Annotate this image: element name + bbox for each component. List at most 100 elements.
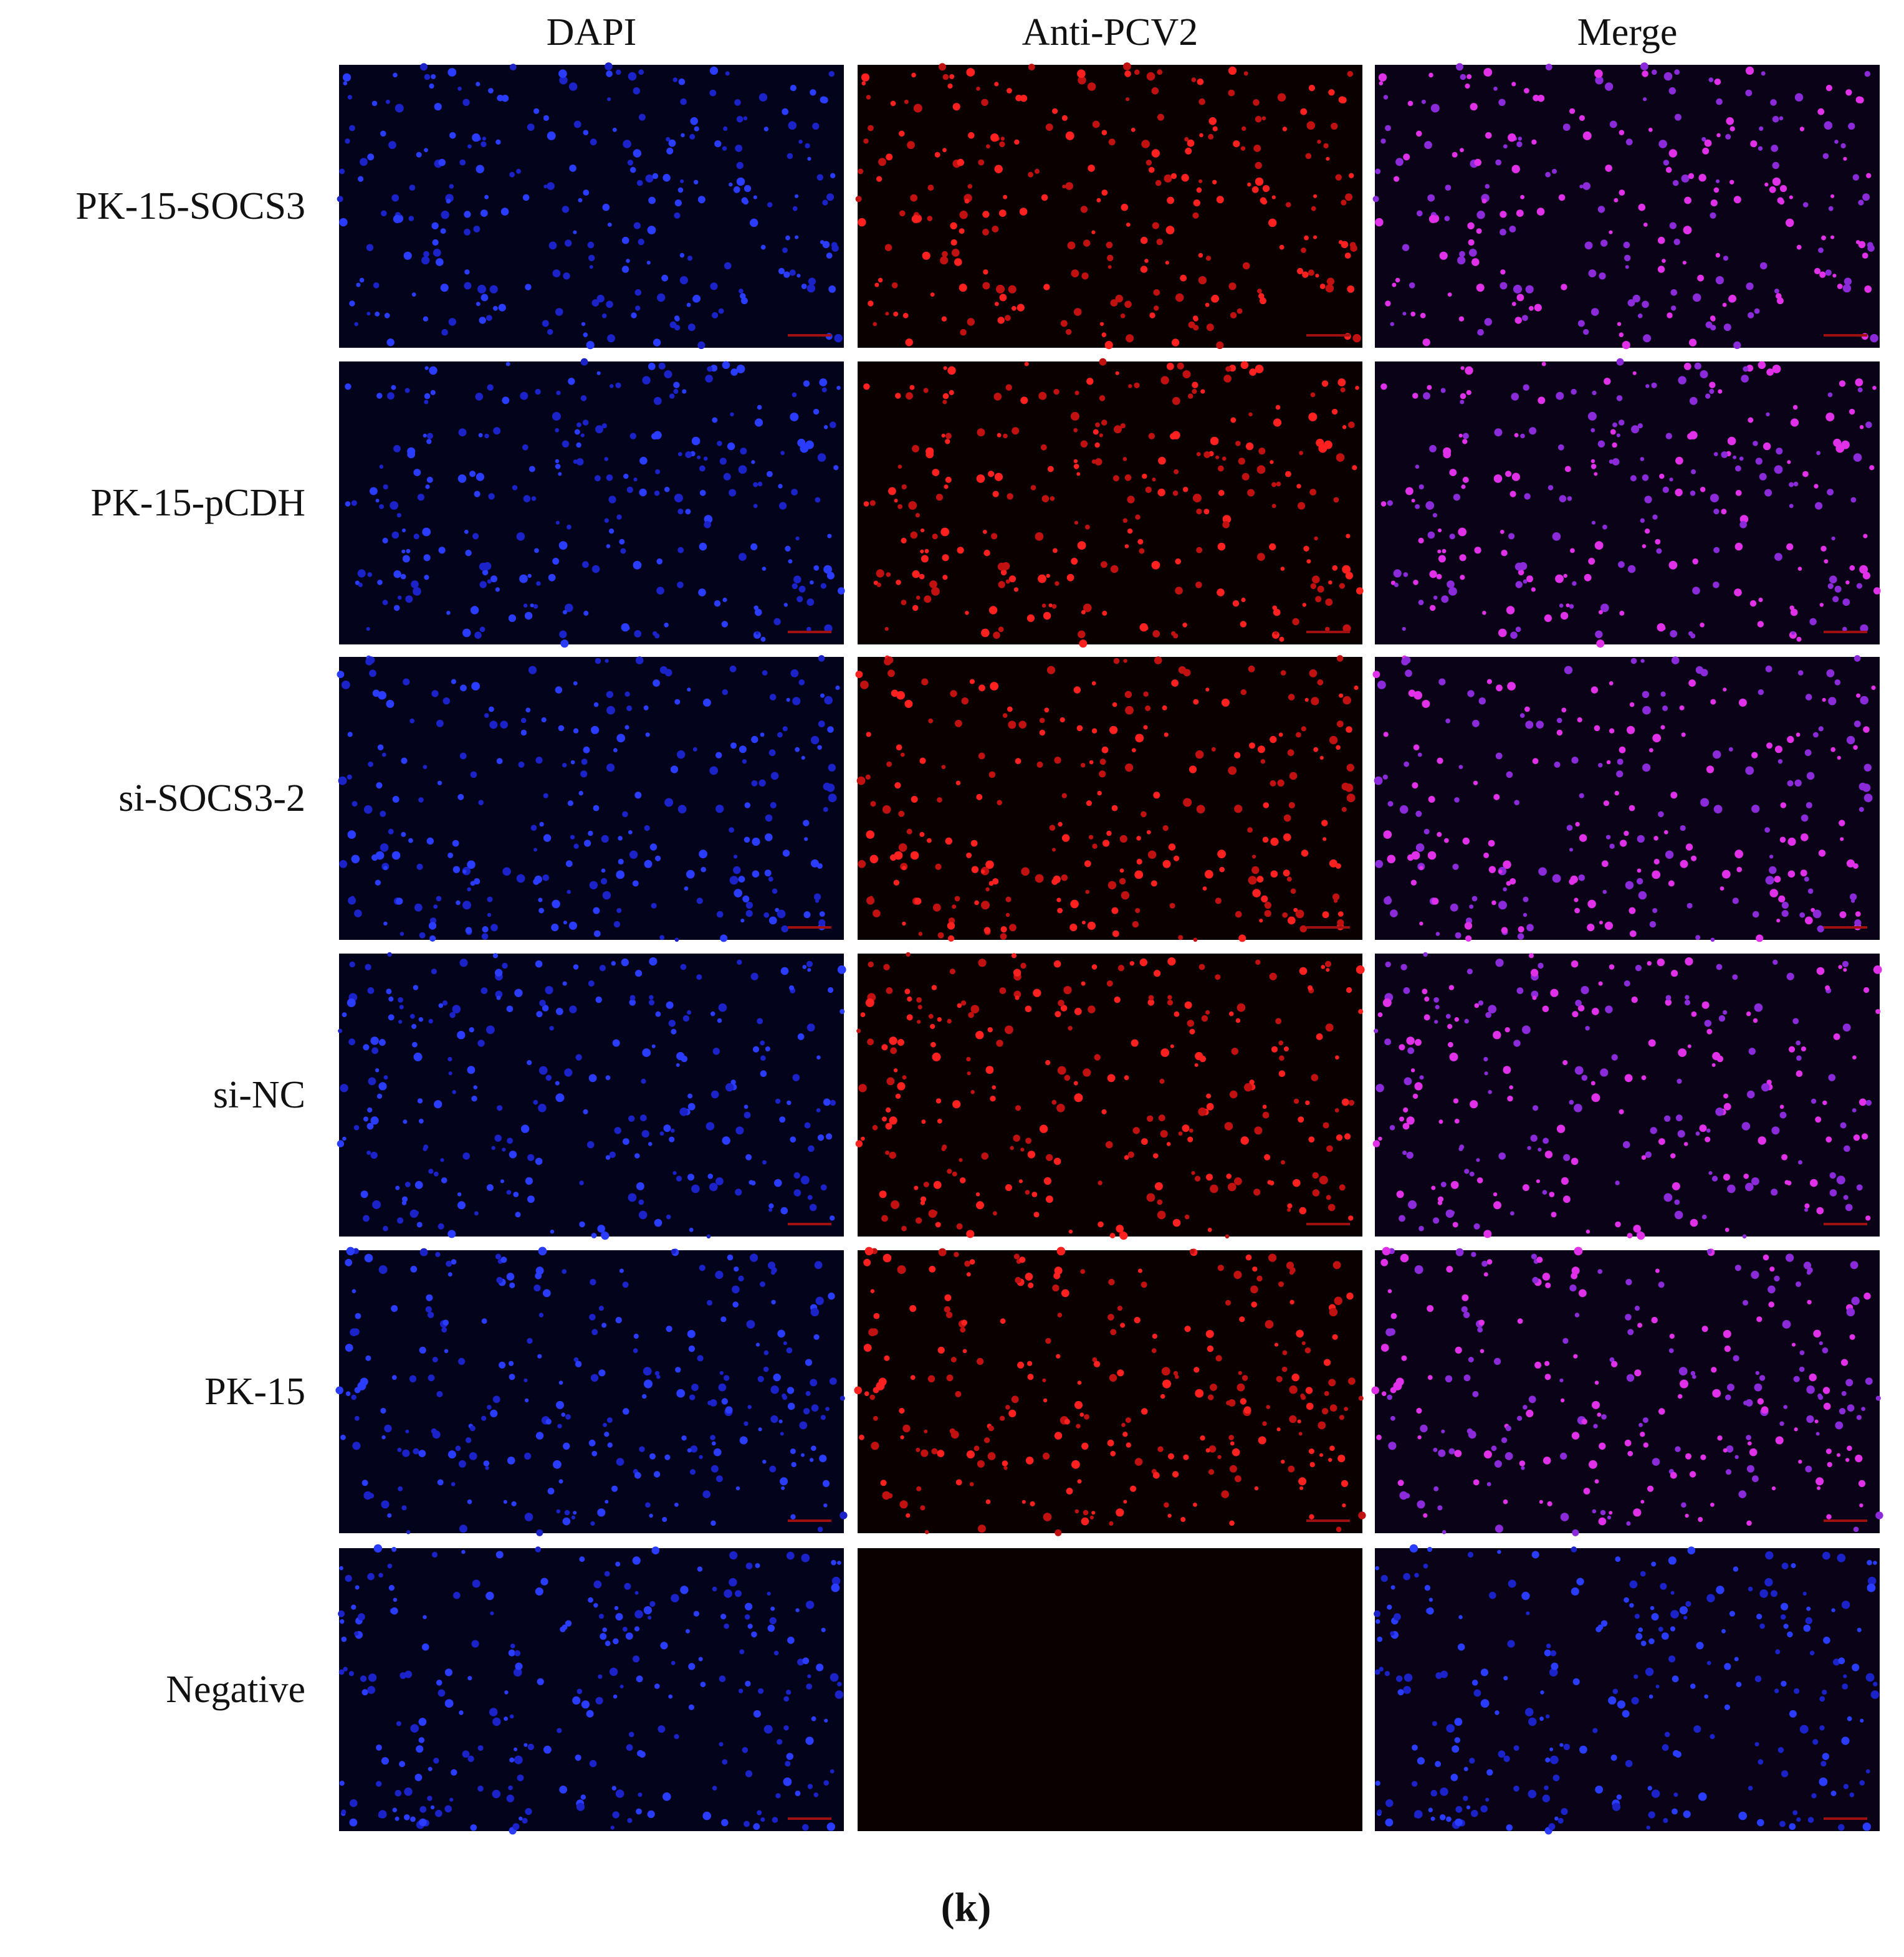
nucleus [1726, 117, 1734, 125]
nucleus [810, 1379, 818, 1387]
nucleus [822, 241, 830, 249]
nucleus [1374, 1669, 1380, 1675]
nucleus [1483, 852, 1490, 858]
nucleus [1053, 1157, 1061, 1165]
nucleus [1511, 472, 1520, 481]
nucleus [977, 1460, 985, 1468]
nucleus [1336, 655, 1344, 662]
nucleus [1716, 964, 1723, 970]
nucleus [1662, 626, 1666, 631]
nucleus [991, 533, 998, 540]
nucleus [1612, 1688, 1619, 1695]
nucleus [565, 1620, 572, 1627]
nucleus [1833, 1658, 1840, 1666]
nucleus [1853, 745, 1858, 750]
nucleus [1507, 1096, 1513, 1102]
nucleus [416, 1222, 423, 1228]
nucleus [1486, 679, 1492, 684]
nucleus [1723, 323, 1731, 332]
nucleus [1093, 1361, 1101, 1367]
nucleus [1119, 878, 1126, 885]
nucleus [563, 921, 567, 925]
nucleus [523, 603, 528, 608]
nucleus [1212, 179, 1217, 184]
nucleus [1237, 1003, 1246, 1012]
nucleus [918, 932, 923, 936]
nucleus [1402, 312, 1407, 316]
nucleus [458, 1357, 466, 1365]
nucleus [1845, 1379, 1854, 1387]
nucleus [751, 735, 758, 744]
nucleus [760, 244, 766, 250]
nucleus [1663, 160, 1670, 166]
nucleus [1546, 1644, 1551, 1648]
nucleus [1734, 588, 1742, 596]
nucleus [869, 854, 879, 864]
nucleus [686, 1629, 690, 1634]
nucleus [607, 222, 612, 227]
nucleus [1494, 428, 1503, 437]
nucleus [545, 1074, 552, 1081]
nucleus [1665, 995, 1672, 1001]
nucleus [358, 176, 364, 182]
nucleus [807, 1195, 813, 1200]
nucleus [1815, 1116, 1822, 1123]
nucleus [1870, 333, 1878, 343]
nucleus [835, 685, 840, 691]
nucleus [535, 1546, 542, 1553]
nucleus [1843, 1674, 1847, 1678]
nucleus [1195, 750, 1204, 759]
nucleus [1410, 1068, 1415, 1073]
nucleus [383, 866, 388, 870]
nucleus [701, 866, 706, 873]
nucleus [734, 99, 741, 106]
nucleus [1338, 240, 1343, 244]
nucleus [1840, 143, 1846, 149]
nucleus [1083, 1068, 1091, 1077]
nucleus [1758, 689, 1764, 696]
nucleus [457, 1192, 462, 1197]
nucleus [1503, 1066, 1511, 1074]
nucleus [1624, 830, 1629, 836]
nucleus [565, 239, 572, 247]
nucleus [720, 934, 728, 942]
nucleus [1749, 600, 1757, 607]
nucleus [1108, 138, 1116, 146]
nucleus [604, 457, 609, 461]
nucleus [1845, 580, 1850, 585]
nucleus [474, 1211, 479, 1216]
nucleus [863, 501, 869, 507]
nucleus [1822, 1551, 1830, 1560]
nucleus [869, 500, 876, 506]
nucleus [583, 1109, 588, 1114]
nucleus [1532, 995, 1537, 1000]
nucleus [911, 72, 916, 78]
nucleus [855, 196, 862, 203]
nucleus [536, 1529, 543, 1536]
nucleus [1723, 1010, 1728, 1015]
nucleus [944, 484, 949, 489]
nucleus [1634, 1369, 1642, 1377]
nucleus [489, 720, 498, 729]
nucleus [1495, 752, 1503, 760]
nucleus [542, 320, 549, 327]
nucleus [1390, 1387, 1397, 1394]
nucleus [937, 1346, 945, 1354]
nucleus [997, 800, 1002, 805]
nucleus [651, 1044, 656, 1048]
nucleus [352, 1442, 361, 1450]
nucleus [1854, 655, 1861, 662]
nucleus [378, 1082, 387, 1091]
nucleus [947, 1169, 952, 1174]
nucleus [1342, 1503, 1346, 1508]
nucleus [1644, 529, 1650, 534]
nucleus [1319, 1453, 1323, 1457]
nucleus [1141, 140, 1150, 148]
nucleus [1005, 912, 1010, 917]
nucleus [1375, 1619, 1380, 1624]
nucleus [1276, 1376, 1283, 1382]
nucleus [515, 1212, 521, 1218]
nucleus [942, 575, 948, 580]
nucleus [1484, 318, 1492, 326]
nucleus [1776, 447, 1783, 455]
